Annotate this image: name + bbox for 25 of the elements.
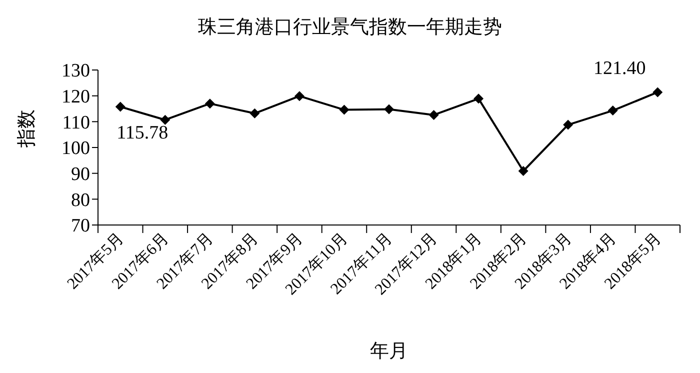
point: [250, 108, 260, 118]
point: [294, 91, 304, 102]
point: [339, 104, 350, 115]
data-label: 121.40: [593, 58, 646, 80]
y-tick-label: 110: [62, 112, 90, 134]
y-tick-label: 70: [71, 216, 90, 237]
point: [474, 94, 484, 104]
y-axis-title: 指数: [16, 110, 38, 148]
chart-title: 珠三角港口行业景气指数一年期走势: [197, 16, 503, 40]
point: [115, 102, 126, 112]
y-tick-label: 130: [62, 60, 90, 82]
point: [518, 166, 528, 176]
data-label: 115.78: [116, 122, 168, 144]
point: [160, 114, 170, 125]
point: [563, 120, 574, 130]
y-tick-label: 90: [71, 164, 90, 186]
point: [428, 110, 439, 120]
y-tick-label: 100: [62, 138, 90, 160]
x-axis-title: 年月: [370, 341, 408, 362]
y-tick-label: 120: [62, 86, 90, 108]
point: [608, 106, 618, 116]
y-tick-label: 80: [71, 190, 90, 211]
point: [204, 98, 215, 109]
point: [384, 104, 394, 114]
point: [652, 87, 663, 98]
